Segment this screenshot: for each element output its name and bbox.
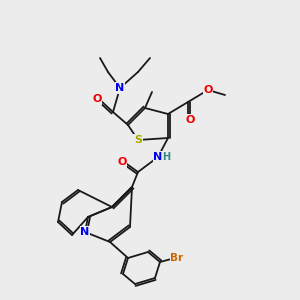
Text: O: O xyxy=(117,157,127,167)
Text: N: N xyxy=(116,83,124,93)
Text: N: N xyxy=(80,227,90,237)
Text: Br: Br xyxy=(170,253,184,263)
Text: H: H xyxy=(162,152,170,162)
Text: O: O xyxy=(185,115,195,125)
Text: S: S xyxy=(134,135,142,145)
Text: O: O xyxy=(203,85,213,95)
Text: O: O xyxy=(92,94,102,104)
Text: N: N xyxy=(153,152,163,162)
